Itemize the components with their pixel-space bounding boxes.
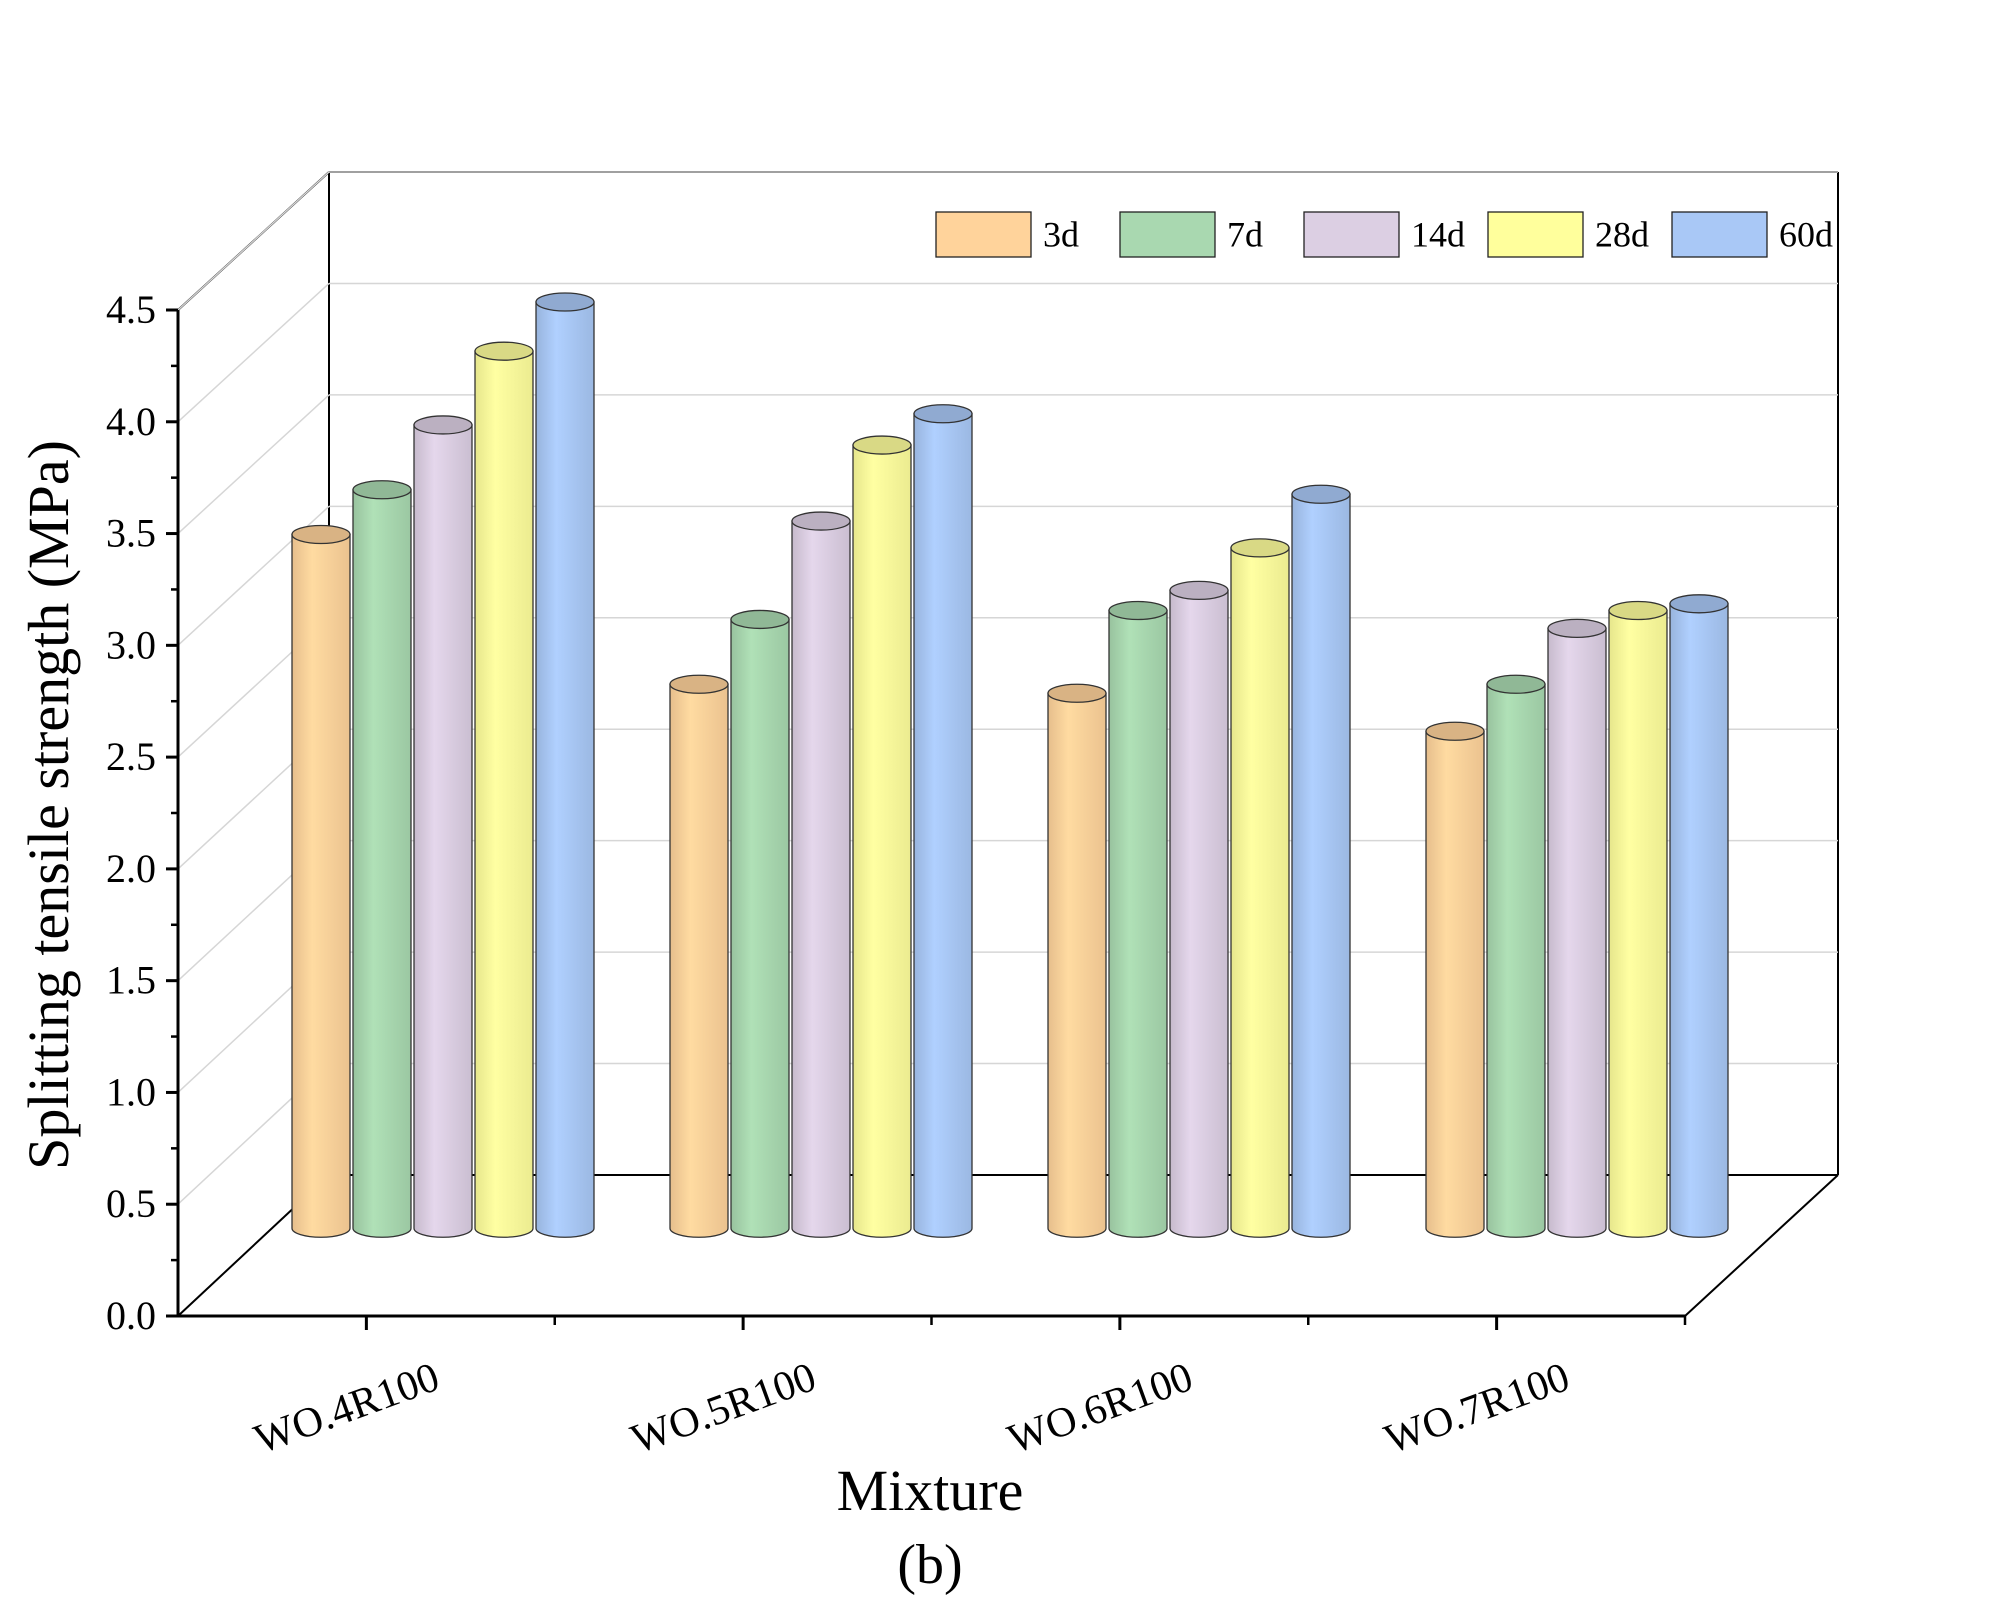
bar-WO.5R100-3d bbox=[669, 674, 729, 1238]
bar-WO.6R100-7d bbox=[1108, 600, 1168, 1238]
bar-WO.6R100-28d bbox=[1230, 538, 1290, 1238]
gridline-side bbox=[177, 282, 330, 423]
bar-top bbox=[730, 609, 790, 630]
legend: 3d 7d 14d 28d 60d bbox=[935, 211, 1833, 258]
bar-top bbox=[1547, 618, 1607, 639]
x-tick-label: WO.7R100 bbox=[1379, 1354, 1576, 1463]
bar-top bbox=[474, 341, 534, 361]
bar-WO.7R100-14d bbox=[1547, 618, 1607, 1238]
y-tick-label: 2.0 bbox=[106, 846, 156, 891]
bar-top bbox=[1169, 580, 1229, 601]
bar-WO.4R100-60d bbox=[535, 292, 595, 1238]
bar-top bbox=[291, 524, 351, 545]
y-tick-label: 3.0 bbox=[106, 622, 156, 667]
legend-label-3d: 3d bbox=[1043, 215, 1079, 255]
x-tick-label: WO.5R100 bbox=[625, 1354, 822, 1463]
bar-WO.4R100-28d bbox=[474, 341, 534, 1238]
bar-body bbox=[1230, 547, 1290, 1238]
bar-body bbox=[413, 424, 473, 1238]
bar-WO.5R100-28d bbox=[852, 435, 912, 1238]
bar-WO.7R100-60d bbox=[1669, 594, 1729, 1238]
bar-top bbox=[791, 511, 851, 531]
legend-swatch-7d bbox=[1119, 211, 1216, 258]
figure-sublabel: (b) bbox=[897, 1534, 962, 1596]
bar-body bbox=[1547, 627, 1607, 1238]
bar-body bbox=[291, 533, 351, 1238]
legend-swatch-14d bbox=[1303, 211, 1400, 258]
bar-top bbox=[1425, 721, 1485, 741]
bars-group bbox=[291, 292, 1729, 1238]
gridline-side bbox=[177, 394, 330, 535]
bar-body bbox=[352, 489, 412, 1238]
bar-WO.5R100-60d bbox=[913, 404, 973, 1238]
bar-body bbox=[1169, 589, 1229, 1238]
y-tick-label: 2.5 bbox=[106, 734, 156, 779]
bar-WO.7R100-7d bbox=[1486, 674, 1546, 1238]
y-tick-label: 0.5 bbox=[106, 1181, 156, 1226]
bar-body bbox=[1425, 730, 1485, 1238]
legend-label-60d: 60d bbox=[1779, 215, 1833, 255]
bar-body bbox=[474, 350, 534, 1238]
legend-swatch-3d bbox=[935, 211, 1032, 258]
bar-body bbox=[791, 520, 851, 1238]
x-axis-title: Mixture bbox=[837, 1458, 1024, 1523]
bar-WO.7R100-3d bbox=[1425, 721, 1485, 1238]
bar-top bbox=[913, 404, 973, 424]
bar-top bbox=[1108, 600, 1168, 621]
bar-WO.5R100-14d bbox=[791, 511, 851, 1238]
bar-body bbox=[535, 301, 595, 1238]
y-tick-label: 1.5 bbox=[106, 958, 156, 1003]
bar-WO.4R100-3d bbox=[291, 524, 351, 1238]
bar-top bbox=[352, 480, 412, 500]
bar-WO.6R100-60d bbox=[1291, 484, 1351, 1238]
bar-body bbox=[1486, 683, 1546, 1238]
bar-body bbox=[1608, 609, 1668, 1238]
bar-top bbox=[669, 674, 729, 694]
bar-top bbox=[535, 292, 595, 312]
gridline-side bbox=[177, 171, 330, 311]
bar-top bbox=[1486, 674, 1546, 694]
bar-body bbox=[1047, 692, 1107, 1238]
y-tick-label: 3.5 bbox=[106, 511, 156, 556]
bar-WO.4R100-14d bbox=[413, 415, 473, 1238]
y-axis-title: Splitting tensile strength (MPa) bbox=[16, 440, 81, 1170]
bar-top bbox=[1291, 484, 1351, 504]
bar-top bbox=[1230, 538, 1290, 558]
y-tick-label: 4.5 bbox=[106, 287, 156, 332]
y-tick-label: 0.0 bbox=[106, 1293, 156, 1338]
x-tick-label: WO.6R100 bbox=[1002, 1354, 1199, 1463]
bar-WO.7R100-28d bbox=[1608, 600, 1668, 1238]
bar-top bbox=[1608, 600, 1668, 621]
legend-label-7d: 7d bbox=[1227, 215, 1263, 255]
bar-body bbox=[730, 618, 790, 1238]
bar-WO.6R100-14d bbox=[1169, 580, 1229, 1238]
legend-swatch-60d bbox=[1671, 211, 1768, 258]
legend-label-28d: 28d bbox=[1595, 215, 1649, 255]
bar-body bbox=[1291, 493, 1351, 1238]
bar-top bbox=[1669, 594, 1729, 614]
y-tick-label: 1.0 bbox=[106, 1069, 156, 1114]
bar-body bbox=[913, 413, 973, 1238]
legend-swatch-28d bbox=[1487, 211, 1584, 258]
y-tick-label: 4.0 bbox=[106, 399, 156, 444]
bar-body bbox=[1669, 603, 1729, 1238]
bar-WO.4R100-7d bbox=[352, 480, 412, 1238]
bar-WO.5R100-7d bbox=[730, 609, 790, 1238]
bar-body bbox=[1108, 609, 1168, 1238]
bar-body bbox=[852, 444, 912, 1238]
legend-label-14d: 14d bbox=[1411, 215, 1465, 255]
bar-top bbox=[852, 435, 912, 455]
bar-top bbox=[1047, 683, 1107, 703]
bar-top bbox=[413, 415, 473, 435]
depth-edge-bottom-right bbox=[1684, 1174, 1839, 1317]
bar-body bbox=[669, 683, 729, 1238]
bar-WO.6R100-3d bbox=[1047, 683, 1107, 1238]
x-tick-label: WO.4R100 bbox=[249, 1354, 446, 1463]
